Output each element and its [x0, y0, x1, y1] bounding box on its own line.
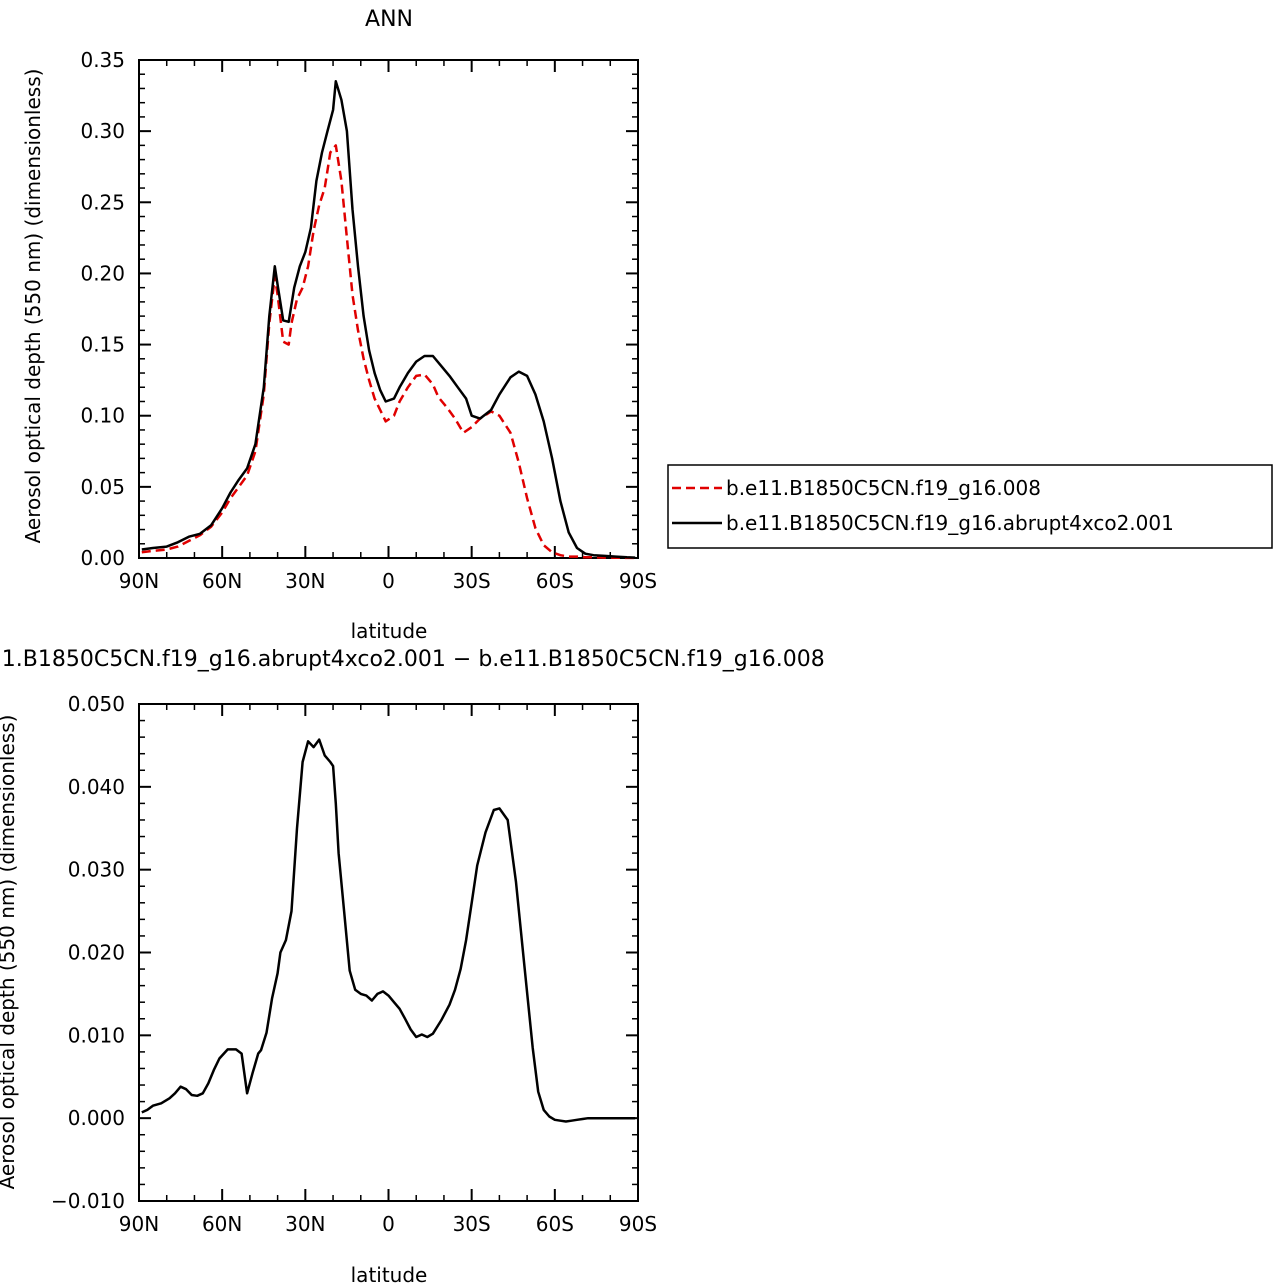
top-plot-area: 0.00 0.05 0.10 0.15 0.20 0.25 0.30 0.35 90N 60N 30… [80, 48, 657, 593]
top-chart-title: ANN [365, 7, 413, 32]
x-tick-label: 60S [536, 569, 574, 593]
y-tick-label: 0.35 [80, 48, 125, 72]
legend-box [667, 464, 1273, 549]
legend-label-abrupt4xco2: b.e11.B1850C5CN.f19_g16.abrupt4xco2.001 [726, 511, 1174, 535]
series-line-difference [141, 738, 636, 1123]
bottom-chart-title: b.e11.B1850C5CN.f19_g16.abrupt4xco2.001 … [0, 647, 825, 672]
y-tick-label: 0.010 [68, 1023, 125, 1047]
y-tick-label: 0.05 [80, 475, 125, 499]
x-tick-label: 60N [202, 569, 242, 593]
legend-label-control: b.e11.B1850C5CN.f19_g16.008 [726, 476, 1041, 500]
y-tick-label: 0.30 [80, 119, 125, 143]
y-tick-label: 0.10 [80, 404, 125, 428]
x-tick-label: 30S [453, 1212, 491, 1236]
top-panel: ANN Aerosol optical depth (550 nm) (dime… [21, 7, 1273, 643]
x-tick-label: 0 [382, 1212, 395, 1236]
bottom-plot-area: −0.010 0.000 0.010 0.020 0.030 0.040 0.050 90N 6… [51, 692, 657, 1236]
x-tick-label: 90N [119, 1212, 159, 1236]
x-tick-label: 60N [202, 1212, 242, 1236]
x-tick-label: 90S [619, 1212, 657, 1236]
y-tick-label: 0.050 [68, 692, 125, 716]
top-y-axis-label: Aerosol optical depth (550 nm) (dimensio… [21, 69, 45, 544]
top-x-axis-label: latitude [351, 619, 428, 643]
x-tick-label: 90S [619, 569, 657, 593]
x-tick-label: 90N [119, 569, 159, 593]
bottom-y-axis-label: Aerosol optical depth (550 nm) (dimensio… [0, 715, 19, 1190]
y-tick-label: 0.20 [80, 261, 125, 285]
bottom-x-axis-label: latitude [351, 1263, 428, 1286]
x-tick-label: 60S [536, 1212, 574, 1236]
y-tick-label: 0.020 [68, 941, 125, 965]
plot-frame [138, 703, 639, 1202]
y-tick-label: 0.030 [68, 858, 125, 882]
y-tick-label: 0.25 [80, 190, 125, 214]
x-tick-label: 0 [382, 569, 395, 593]
x-tick-label: 30S [453, 569, 491, 593]
bottom-panel: b.e11.B1850C5CN.f19_g16.abrupt4xco2.001 … [0, 647, 825, 1286]
series-line-b-e11-b1850c5cn-f19-g16-abrupt4xco2-001 [141, 80, 636, 559]
y-tick-label: −0.010 [51, 1189, 125, 1213]
x-tick-label: 30N [285, 569, 325, 593]
y-tick-label: 0.000 [68, 1106, 125, 1130]
y-tick-label: 0.040 [68, 775, 125, 799]
plot-frame [138, 59, 639, 559]
x-tick-label: 30N [285, 1212, 325, 1236]
y-tick-label: 0.00 [80, 546, 125, 570]
y-tick-label: 0.15 [80, 333, 125, 357]
series-line-b-e11-b1850c5cn-f19-g16-008 [141, 144, 636, 560]
legend: b.e11.B1850C5CN.f19_g16.008 b.e11.B1850C… [667, 464, 1273, 549]
